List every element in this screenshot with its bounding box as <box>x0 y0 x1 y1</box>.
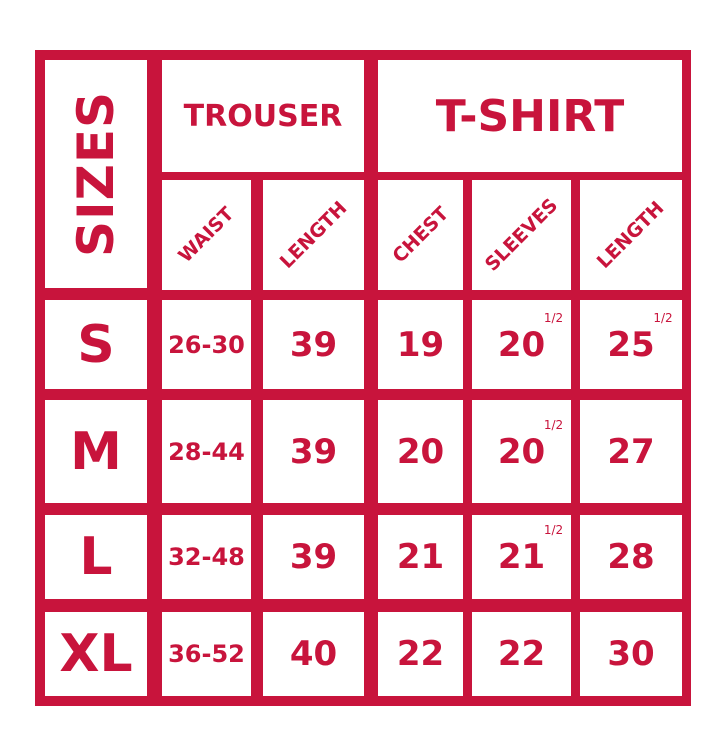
group-label: T-SHIRT <box>435 90 625 142</box>
fraction-text: 1/2 <box>543 310 564 325</box>
value-text: 26-30 <box>168 330 245 359</box>
fraction-text: 1/2 <box>543 417 564 432</box>
column-label: SLEEVES <box>480 194 563 276</box>
value-text: 39 <box>289 537 338 577</box>
value-cell: 20 <box>378 400 463 503</box>
size-cell: XL <box>45 612 147 696</box>
value-text: 21 <box>497 537 546 577</box>
value-cell: 21 <box>378 515 463 599</box>
value-cell: 22 <box>378 612 463 696</box>
value-text: 22 <box>396 634 445 674</box>
column-header: SLEEVES <box>472 180 571 290</box>
value-text: 36-52 <box>168 640 245 668</box>
value-cell: 20 1/2 <box>472 300 571 389</box>
value-text: 39 <box>289 324 338 365</box>
column-label: CHEST <box>388 202 453 268</box>
size-cell: M <box>45 400 147 503</box>
group-label: TROUSER <box>183 98 343 134</box>
value-cell: 39 <box>263 400 364 503</box>
value-cell: 20 1/2 <box>472 400 571 503</box>
column-header: LENGTH <box>263 180 364 290</box>
fraction-text: 1/2 <box>543 523 564 537</box>
column-header: LENGTH <box>580 180 682 290</box>
value-text: 21 <box>396 537 445 577</box>
column-label: LENGTH <box>593 197 669 273</box>
value-cell: 36-52 <box>162 612 251 696</box>
value-text: 39 <box>289 431 338 472</box>
size-label: L <box>79 527 113 587</box>
value-cell: 28-44 <box>162 400 251 503</box>
value-cell: 39 <box>263 300 364 389</box>
column-label: WAIST <box>174 202 239 268</box>
group-tshirt: T-SHIRT <box>378 60 682 172</box>
value-cell: 22 <box>472 612 571 696</box>
value-text: 20 <box>497 431 546 472</box>
value-cell: 19 <box>378 300 463 389</box>
value-cell: 26-30 <box>162 300 251 389</box>
value-text: 40 <box>289 634 338 674</box>
sizes-label: SIZES <box>67 90 126 258</box>
group-trouser: TROUSER <box>162 60 364 172</box>
value-cell: 32-48 <box>162 515 251 599</box>
value-text: 30 <box>607 634 655 674</box>
value-cell: 30 <box>580 612 682 696</box>
value-text: 28 <box>607 537 655 577</box>
value-text: 32-48 <box>168 543 245 571</box>
value-cell: 40 <box>263 612 364 696</box>
column-label: LENGTH <box>275 197 352 273</box>
value-cell: 25 1/2 <box>580 300 682 389</box>
value-text: 25 <box>607 324 655 365</box>
size-label: S <box>77 314 115 375</box>
value-text: 27 <box>607 431 655 472</box>
column-header: CHEST <box>378 180 463 290</box>
size-label: M <box>70 421 122 482</box>
value-text: 19 <box>396 324 445 365</box>
fraction-text: 1/2 <box>653 310 673 325</box>
value-cell: 28 <box>580 515 682 599</box>
value-text: 22 <box>497 634 546 674</box>
value-text: 20 <box>497 324 546 365</box>
value-text: 28-44 <box>168 437 245 466</box>
size-cell: L <box>45 515 147 599</box>
sizes-header: SIZES <box>45 60 147 288</box>
size-cell: S <box>45 300 147 389</box>
value-text: 20 <box>396 431 445 472</box>
value-cell: 21 1/2 <box>472 515 571 599</box>
value-cell: 27 <box>580 400 682 503</box>
size-label: XL <box>59 624 133 684</box>
value-cell: 39 <box>263 515 364 599</box>
column-header: WAIST <box>162 180 251 290</box>
